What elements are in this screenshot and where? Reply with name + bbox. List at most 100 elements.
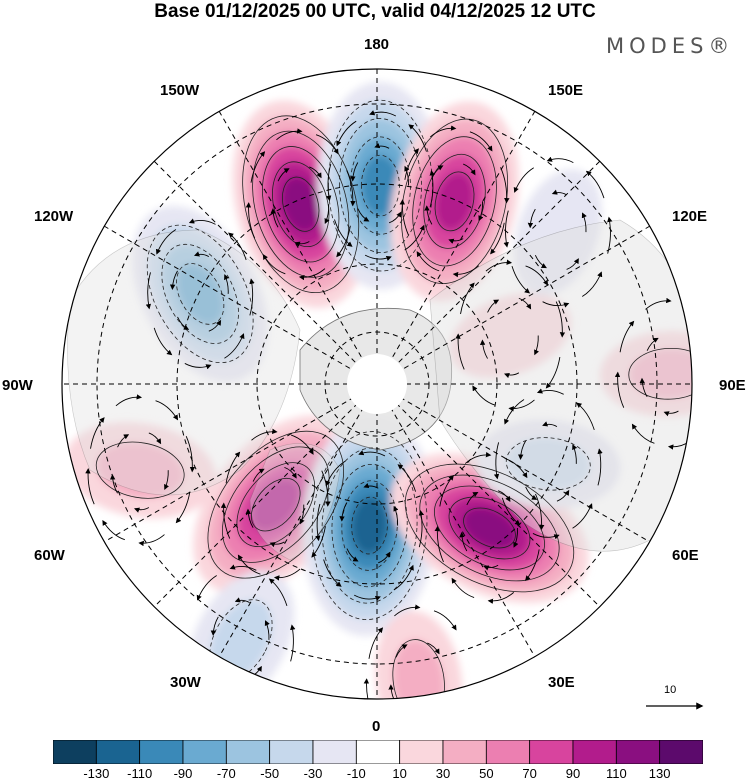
wind-arrow-a4-0-1 xyxy=(208,319,222,332)
anomaly-a12-level-1 xyxy=(628,348,692,400)
contour-a2-3 xyxy=(350,136,411,235)
wind-arrow-a6-1-0 xyxy=(418,510,425,548)
colorbar-label: 30 xyxy=(435,766,451,781)
wind-arrow-a9-0-0 xyxy=(264,620,270,640)
wind-arrow-a4-1-4 xyxy=(145,272,152,310)
wind-arrow-a7-0-0 xyxy=(513,527,519,548)
wind-arrow-a5-0-2 xyxy=(245,508,254,528)
wind-arrow-a12-1-1 xyxy=(667,437,692,450)
contour-a11-1 xyxy=(505,437,591,491)
wind-arrow-a12-0-2 xyxy=(639,377,648,398)
wind-arrow-a7-0-1 xyxy=(483,564,499,571)
anomaly-a2-level-4 xyxy=(361,155,400,216)
colorbar-swatch-1 xyxy=(95,740,141,764)
contour-a7-1 xyxy=(404,463,575,593)
wind-arrow-a6-0-1 xyxy=(378,551,391,564)
wind-arrow-a12-0-1 xyxy=(663,410,679,417)
lon-label-60w: 60W xyxy=(34,547,65,564)
wind-arrow-a11-0-3 xyxy=(518,440,527,460)
wind-arrow-a4-0-2 xyxy=(177,316,190,330)
contour-a1-3 xyxy=(262,146,340,263)
wind-arrow-a8-1-1 xyxy=(138,534,165,547)
wind-arrow-a5-1-7 xyxy=(321,470,331,507)
wind-arrow-a2-0-2 xyxy=(357,208,370,222)
wind-arrow-a5-1-1 xyxy=(273,568,301,581)
contour-a5-4 xyxy=(251,477,301,532)
contour-a4-1 xyxy=(146,224,254,364)
wind-arrow-a6-1-3 xyxy=(323,559,342,587)
wind-arrow-a13-0-4 xyxy=(518,297,532,310)
wind-arrow-a2-1-7 xyxy=(408,124,427,152)
wind-arrow-a1-1-6 xyxy=(315,134,339,155)
colorbar-swatch-0 xyxy=(53,740,97,764)
wind-arrow-a3-0-4 xyxy=(463,163,476,176)
wind-arrow-a8-0-1 xyxy=(134,507,150,513)
lon-label-90w: 90W xyxy=(2,377,33,394)
wind-arrow-a12-1-5 xyxy=(645,297,672,310)
wind-arrow-a9-0-4 xyxy=(234,597,250,603)
wind-arrow-a10-1-5 xyxy=(394,604,421,617)
wind-arrow-a10-1-6 xyxy=(433,610,457,631)
contour-a2-2 xyxy=(339,118,422,254)
wind-arrow-a14-1-6 xyxy=(546,156,574,163)
lon-label-30w: 30W xyxy=(170,674,201,691)
wind-arrow-a2-1-1 xyxy=(404,224,425,251)
wind-arrow-a10-0-4 xyxy=(427,642,440,655)
wind-arrow-a14-1-7 xyxy=(585,170,605,199)
pole-hole xyxy=(347,354,407,414)
wind-arrow-a1-1-7 xyxy=(346,170,356,207)
contour-a6-1 xyxy=(311,431,428,620)
wind-arrow-a5-1-0 xyxy=(311,526,326,558)
wind-arrow-a9-0-3 xyxy=(210,616,219,636)
wind-arrow-a9-1-5 xyxy=(196,575,217,601)
wind-arrow-a2-1-4 xyxy=(326,163,332,202)
colorbar-swatch-14 xyxy=(659,740,703,764)
wind-arrow-a7-1-1 xyxy=(487,592,515,604)
wind-arrow-a14-1-0 xyxy=(607,216,613,254)
wind-arrow-a4-0-3 xyxy=(169,270,178,290)
colorbar-label: -130 xyxy=(83,766,110,781)
chart-title: Base 01/12/2025 00 UTC, valid 04/12/2025… xyxy=(154,1,596,22)
wind-arrow-a13-1-2 xyxy=(472,385,495,406)
wind-arrow-a1-1-5 xyxy=(276,128,303,141)
wind-arrow-a13-1-3 xyxy=(455,333,465,370)
contour-a6-3 xyxy=(331,463,408,588)
contour-a7-4 xyxy=(448,496,531,560)
wind-arrow-a3-1-2 xyxy=(416,251,440,272)
wind-arrow-a6-1-2 xyxy=(354,594,381,601)
colorbar xyxy=(53,740,703,764)
wind-arrow-a2-1-5 xyxy=(336,120,357,147)
contour-a3-2 xyxy=(412,136,497,267)
wind-arrow-a6-0-2 xyxy=(346,548,359,562)
colorbar-label: -50 xyxy=(260,766,280,781)
wind-arrow-a1-0-3 xyxy=(277,168,290,182)
wind-arrow-a5-1-3 xyxy=(220,502,231,539)
wind-arrow-a7-0-2 xyxy=(459,531,468,552)
wind-arrow-a2-1-6 xyxy=(369,110,397,117)
wind-arrow-a7-1-3 xyxy=(434,525,444,563)
colorbar-swatch-7 xyxy=(355,740,401,764)
contour-a6-5 xyxy=(351,496,388,555)
wind-arrow-a5-0-1 xyxy=(269,541,285,548)
modes-brand-logo: MODES® xyxy=(606,34,735,58)
colorbar-label: -70 xyxy=(216,766,236,781)
wind-arrow-a13-1-4 xyxy=(460,282,475,315)
wind-arrow-a12-1-4 xyxy=(619,320,635,353)
colorbar-label: 130 xyxy=(648,766,671,781)
contour-a1-2 xyxy=(252,130,350,278)
wind-arrow-a4-1-5 xyxy=(155,229,177,255)
lon-label-90e: 90E xyxy=(719,377,746,394)
anomaly-a6-level-5 xyxy=(351,497,388,554)
wind-arrow-a2-0-3 xyxy=(350,162,359,182)
anomaly-a4-level-3 xyxy=(176,263,224,325)
wind-vectors xyxy=(85,110,692,699)
wind-arrow-a3-1-4 xyxy=(404,148,420,180)
contour-a6-2 xyxy=(321,447,418,604)
wind-arrow-a8-1-0 xyxy=(175,491,191,524)
wind-arrow-a14-0-3 xyxy=(527,208,536,229)
lon-label-150w: 150W xyxy=(160,82,200,99)
colorbar-label: -110 xyxy=(127,766,153,781)
colorbar-swatch-8 xyxy=(399,740,444,764)
anomaly-a1-level-5 xyxy=(282,177,319,232)
wind-arrow-a5-0-3 xyxy=(252,468,265,482)
